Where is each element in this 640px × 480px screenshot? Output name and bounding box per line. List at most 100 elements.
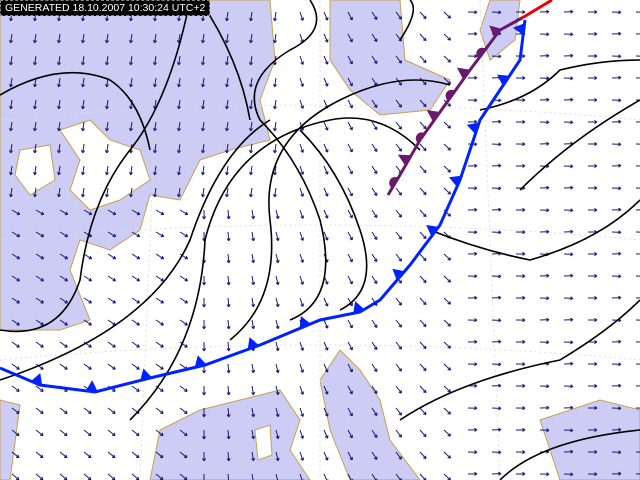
wind-arrow xyxy=(491,207,502,212)
wind-arrow xyxy=(587,252,598,256)
wind-arrow xyxy=(131,209,141,216)
wind-arrow xyxy=(395,209,402,218)
wind-arrow xyxy=(347,55,353,65)
wind-arrow xyxy=(419,33,427,42)
wind-arrow xyxy=(395,11,402,20)
wind-arrow xyxy=(611,54,622,59)
wind-arrow xyxy=(226,253,231,264)
wind-arrow xyxy=(491,230,502,235)
wind-arrow xyxy=(83,231,93,238)
wind-arrow xyxy=(419,363,427,372)
wind-arrow xyxy=(443,121,452,129)
wind-arrow xyxy=(371,407,378,417)
wind-arrow xyxy=(299,473,305,480)
wind-arrow xyxy=(179,297,188,304)
wind-arrow xyxy=(179,275,189,282)
wind-arrow xyxy=(443,11,452,19)
wind-arrow xyxy=(347,319,353,329)
wind-arrow xyxy=(347,297,353,307)
wind-arrow xyxy=(467,163,478,168)
wind-arrow xyxy=(299,341,305,351)
wind-arrow xyxy=(443,363,452,371)
wind-arrow xyxy=(299,407,305,417)
wind-arrow xyxy=(539,208,550,213)
wind-arrow xyxy=(131,341,140,348)
wind-arrow xyxy=(275,341,280,352)
wind-arrow xyxy=(491,119,502,124)
warm-front xyxy=(521,0,553,20)
wind-arrow xyxy=(419,99,427,108)
wind-arrow xyxy=(563,32,574,37)
wind-arrow xyxy=(177,187,181,198)
black-sea xyxy=(539,399,640,480)
wind-arrow xyxy=(467,295,478,300)
wind-arrow xyxy=(323,121,329,131)
wind-arrow xyxy=(563,208,574,213)
atlantic-south xyxy=(0,399,21,480)
wind-arrow xyxy=(323,363,329,373)
wind-arrow xyxy=(419,121,427,130)
wind-arrow xyxy=(443,429,452,437)
wind-arrow xyxy=(347,99,353,109)
wind-arrow xyxy=(11,451,20,459)
wind-arrow xyxy=(563,384,574,389)
wind-arrow xyxy=(11,275,21,282)
wind-arrow xyxy=(467,318,478,323)
wind-arrow xyxy=(81,99,85,110)
wind-arrow xyxy=(9,33,13,44)
wind-arrow xyxy=(81,77,85,88)
wind-arrow xyxy=(491,54,502,59)
wind-arrow xyxy=(611,119,622,124)
wind-arrow xyxy=(202,407,207,418)
wind-arrow xyxy=(202,275,207,286)
wind-arrow xyxy=(33,165,37,176)
wind-arrow xyxy=(225,99,229,110)
wind-arrow xyxy=(347,77,353,87)
wind-arrow xyxy=(226,209,231,220)
wind-arrow xyxy=(347,209,353,219)
wind-arrow xyxy=(443,33,452,41)
wind-arrow xyxy=(539,273,550,278)
wind-arrow xyxy=(273,33,277,44)
wind-arrow xyxy=(371,473,378,480)
wind-arrow xyxy=(635,77,640,79)
wind-arrow xyxy=(515,75,526,80)
wind-arrow xyxy=(588,120,598,124)
wind-arrow xyxy=(33,187,37,198)
wind-arrow xyxy=(81,143,85,154)
wind-arrow xyxy=(611,251,622,256)
wind-arrow xyxy=(611,10,622,15)
wind-arrow xyxy=(35,275,45,282)
wind-arrow xyxy=(107,363,116,370)
wind-arrow xyxy=(11,385,20,392)
wind-arrow xyxy=(635,231,640,233)
wind-arrow xyxy=(467,427,478,432)
wind-arrow xyxy=(371,231,378,241)
wind-arrow xyxy=(611,362,622,367)
wind-arrow xyxy=(587,428,598,433)
occluded-triangle xyxy=(456,67,471,80)
wind-arrow xyxy=(539,472,550,477)
wind-arrow xyxy=(395,121,402,130)
wind-arrow xyxy=(35,231,45,238)
wind-arrow xyxy=(371,121,378,131)
wind-arrow xyxy=(179,385,188,392)
wind-arrow xyxy=(155,429,164,437)
wind-arrow xyxy=(33,55,37,66)
wind-arrow xyxy=(249,121,253,132)
wind-arrow xyxy=(635,451,640,453)
wind-arrow xyxy=(299,297,305,307)
wind-arrow xyxy=(83,275,93,282)
wind-arrow xyxy=(467,230,478,235)
wind-arrow xyxy=(179,451,188,459)
wind-arrow xyxy=(395,297,402,306)
wind-arrow xyxy=(539,185,550,190)
wind-arrow xyxy=(273,77,277,88)
wind-arrow xyxy=(105,165,109,176)
wind-arrow xyxy=(515,98,526,103)
wind-arrows xyxy=(9,9,640,480)
occluded-triangle xyxy=(397,154,412,166)
wind-arrow xyxy=(371,385,378,395)
